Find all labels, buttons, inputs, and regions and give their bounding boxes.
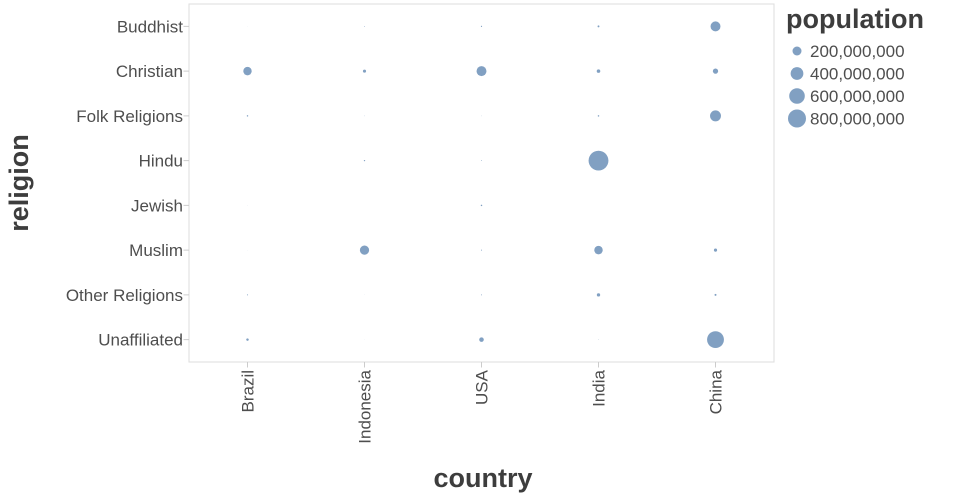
- bubble-brazil-unaffiliated[interactable]: [246, 338, 249, 341]
- bubble-brazil-christian[interactable]: [243, 66, 252, 76]
- bubble-china-christian[interactable]: [712, 68, 719, 74]
- bubble-brazil-other-religions[interactable]: [246, 294, 249, 296]
- bubble-china-unaffiliated[interactable]: [707, 331, 724, 349]
- legend-title: population: [786, 4, 924, 34]
- legend-symbol-1: [792, 46, 802, 56]
- bubble-brazil-folk-religions[interactable]: [246, 115, 249, 117]
- bubble-india-buddhist[interactable]: [597, 25, 600, 28]
- bubble-indonesia-folk-religions[interactable]: [364, 115, 365, 117]
- bubble-china-other-religions[interactable]: [714, 293, 717, 296]
- x-axis-label: Brazil: [238, 370, 257, 413]
- bubble-usa-hindu[interactable]: [481, 160, 482, 162]
- x-axis-label: China: [706, 369, 725, 414]
- bubble-india-christian[interactable]: [596, 69, 601, 73]
- bubble-usa-other-religions[interactable]: [481, 294, 482, 296]
- y-axis-label: Other Religions: [66, 286, 183, 305]
- bubble-india-folk-religions[interactable]: [597, 115, 600, 117]
- bubble-indonesia-muslim[interactable]: [359, 245, 370, 255]
- y-axis-label: Buddhist: [117, 17, 183, 36]
- x-axis-title: country: [433, 463, 532, 493]
- x-axis-label: USA: [472, 369, 491, 405]
- y-axis-label: Jewish: [131, 196, 183, 215]
- legend-symbol-3: [789, 88, 805, 104]
- bubble-india-hindu[interactable]: [588, 150, 609, 171]
- bubble-usa-jewish[interactable]: [480, 204, 483, 207]
- x-axis-label: Indonesia: [355, 369, 374, 443]
- bubble-usa-muslim[interactable]: [480, 249, 483, 251]
- y-axis-label: Folk Religions: [76, 107, 183, 126]
- bubble-china-muslim[interactable]: [713, 248, 718, 252]
- bubble-usa-buddhist[interactable]: [480, 25, 483, 27]
- legend-label-1: 200,000,000: [810, 42, 905, 61]
- bubble-usa-folk-religions[interactable]: [481, 115, 482, 117]
- y-axis-label: Unaffiliated: [98, 331, 183, 350]
- bubble-india-unaffiliated[interactable]: [598, 339, 599, 340]
- y-axis-title: religion: [4, 134, 34, 232]
- bubble-indonesia-buddhist[interactable]: [364, 25, 365, 27]
- y-axis-label: Muslim: [129, 241, 183, 260]
- legend-label-2: 400,000,000: [810, 64, 905, 83]
- bubble-india-other-religions[interactable]: [596, 293, 601, 297]
- y-axis-label: Christian: [116, 62, 183, 81]
- legend-symbol-4: [788, 109, 806, 128]
- bubble-china-buddhist[interactable]: [710, 21, 721, 32]
- bubble-indonesia-christian[interactable]: [362, 69, 367, 73]
- bubble-india-muslim[interactable]: [594, 245, 603, 255]
- legend-label-4: 800,000,000: [810, 109, 905, 128]
- bubble-usa-unaffiliated[interactable]: [479, 337, 484, 342]
- bubble-usa-christian[interactable]: [476, 66, 487, 77]
- plot-border: [188, 3, 775, 363]
- y-axis-label: Hindu: [139, 152, 183, 171]
- bubble-indonesia-hindu[interactable]: [363, 159, 366, 162]
- x-axis-label: India: [589, 369, 608, 406]
- bubble-china-folk-religions[interactable]: [710, 110, 721, 122]
- legend-label-3: 600,000,000: [810, 87, 905, 106]
- legend-symbol-2: [790, 67, 804, 80]
